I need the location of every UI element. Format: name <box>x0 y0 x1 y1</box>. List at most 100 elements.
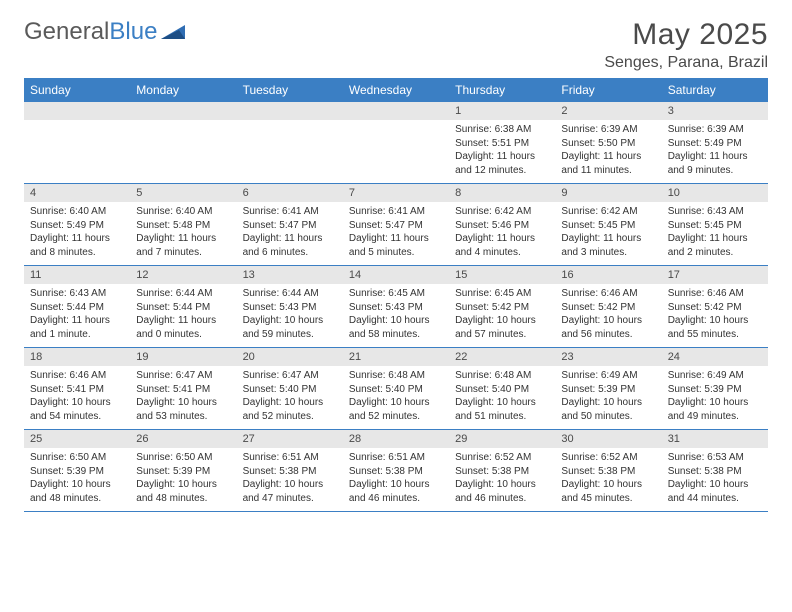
week-row: 25Sunrise: 6:50 AMSunset: 5:39 PMDayligh… <box>24 430 768 512</box>
sunrise-line: Sunrise: 6:46 AM <box>561 287 655 301</box>
day-body: Sunrise: 6:44 AMSunset: 5:43 PMDaylight:… <box>237 284 343 347</box>
day-cell: 8Sunrise: 6:42 AMSunset: 5:46 PMDaylight… <box>449 184 555 266</box>
sunset-line: Sunset: 5:43 PM <box>243 301 337 315</box>
day-number: 22 <box>449 348 555 366</box>
day-body: Sunrise: 6:39 AMSunset: 5:50 PMDaylight:… <box>555 120 661 183</box>
day-body: Sunrise: 6:50 AMSunset: 5:39 PMDaylight:… <box>130 448 236 511</box>
day-number: 20 <box>237 348 343 366</box>
month-title: May 2025 <box>604 18 768 52</box>
day-number: 25 <box>24 430 130 448</box>
sunrise-line: Sunrise: 6:38 AM <box>455 123 549 137</box>
sunset-line: Sunset: 5:46 PM <box>455 219 549 233</box>
day-number: 27 <box>237 430 343 448</box>
daylight-line: Daylight: 10 hours and 47 minutes. <box>243 478 337 505</box>
sunrise-line: Sunrise: 6:39 AM <box>668 123 762 137</box>
day-body: Sunrise: 6:49 AMSunset: 5:39 PMDaylight:… <box>555 366 661 429</box>
sunrise-line: Sunrise: 6:51 AM <box>243 451 337 465</box>
day-number: 6 <box>237 184 343 202</box>
daylight-line: Daylight: 11 hours and 0 minutes. <box>136 314 230 341</box>
sunrise-line: Sunrise: 6:48 AM <box>349 369 443 383</box>
day-cell: 25Sunrise: 6:50 AMSunset: 5:39 PMDayligh… <box>24 430 130 512</box>
sunrise-line: Sunrise: 6:52 AM <box>455 451 549 465</box>
daylight-line: Daylight: 11 hours and 11 minutes. <box>561 150 655 177</box>
logo: GeneralBlue <box>24 18 187 46</box>
sunset-line: Sunset: 5:39 PM <box>30 465 124 479</box>
daylight-line: Daylight: 10 hours and 53 minutes. <box>136 396 230 423</box>
header: GeneralBlue May 2025 Senges, Parana, Bra… <box>24 18 768 72</box>
sunrise-line: Sunrise: 6:49 AM <box>561 369 655 383</box>
sunset-line: Sunset: 5:49 PM <box>668 137 762 151</box>
sunset-line: Sunset: 5:38 PM <box>561 465 655 479</box>
day-body: Sunrise: 6:39 AMSunset: 5:49 PMDaylight:… <box>662 120 768 183</box>
day-body: Sunrise: 6:47 AMSunset: 5:41 PMDaylight:… <box>130 366 236 429</box>
day-body: Sunrise: 6:51 AMSunset: 5:38 PMDaylight:… <box>237 448 343 511</box>
daylight-line: Daylight: 11 hours and 7 minutes. <box>136 232 230 259</box>
day-cell: 4Sunrise: 6:40 AMSunset: 5:49 PMDaylight… <box>24 184 130 266</box>
day-body: Sunrise: 6:47 AMSunset: 5:40 PMDaylight:… <box>237 366 343 429</box>
sunset-line: Sunset: 5:48 PM <box>136 219 230 233</box>
day-body: Sunrise: 6:40 AMSunset: 5:48 PMDaylight:… <box>130 202 236 265</box>
sunrise-line: Sunrise: 6:40 AM <box>30 205 124 219</box>
day-cell <box>24 102 130 184</box>
sunrise-line: Sunrise: 6:41 AM <box>349 205 443 219</box>
sunrise-line: Sunrise: 6:47 AM <box>136 369 230 383</box>
day-number-empty <box>24 102 130 120</box>
day-body-empty <box>237 120 343 178</box>
sunrise-line: Sunrise: 6:40 AM <box>136 205 230 219</box>
daylight-line: Daylight: 11 hours and 8 minutes. <box>30 232 124 259</box>
day-cell: 27Sunrise: 6:51 AMSunset: 5:38 PMDayligh… <box>237 430 343 512</box>
sunrise-line: Sunrise: 6:50 AM <box>136 451 230 465</box>
week-row: 4Sunrise: 6:40 AMSunset: 5:49 PMDaylight… <box>24 184 768 266</box>
sunset-line: Sunset: 5:38 PM <box>243 465 337 479</box>
daylight-line: Daylight: 11 hours and 2 minutes. <box>668 232 762 259</box>
sunrise-line: Sunrise: 6:43 AM <box>30 287 124 301</box>
sunset-line: Sunset: 5:51 PM <box>455 137 549 151</box>
sunset-line: Sunset: 5:41 PM <box>136 383 230 397</box>
daylight-line: Daylight: 10 hours and 56 minutes. <box>561 314 655 341</box>
sunrise-line: Sunrise: 6:42 AM <box>561 205 655 219</box>
daylight-line: Daylight: 10 hours and 46 minutes. <box>349 478 443 505</box>
sunrise-line: Sunrise: 6:52 AM <box>561 451 655 465</box>
daylight-line: Daylight: 10 hours and 45 minutes. <box>561 478 655 505</box>
sunset-line: Sunset: 5:38 PM <box>455 465 549 479</box>
sunrise-line: Sunrise: 6:48 AM <box>455 369 549 383</box>
daylight-line: Daylight: 10 hours and 52 minutes. <box>243 396 337 423</box>
day-cell: 20Sunrise: 6:47 AMSunset: 5:40 PMDayligh… <box>237 348 343 430</box>
day-number: 12 <box>130 266 236 284</box>
day-number: 17 <box>662 266 768 284</box>
sunset-line: Sunset: 5:47 PM <box>349 219 443 233</box>
day-number: 8 <box>449 184 555 202</box>
location-text: Senges, Parana, Brazil <box>604 54 768 72</box>
day-header-cell: Thursday <box>449 78 555 102</box>
day-number: 31 <box>662 430 768 448</box>
day-number: 30 <box>555 430 661 448</box>
day-body: Sunrise: 6:46 AMSunset: 5:42 PMDaylight:… <box>555 284 661 347</box>
daylight-line: Daylight: 10 hours and 55 minutes. <box>668 314 762 341</box>
daylight-line: Daylight: 10 hours and 50 minutes. <box>561 396 655 423</box>
day-cell <box>343 102 449 184</box>
day-body: Sunrise: 6:45 AMSunset: 5:42 PMDaylight:… <box>449 284 555 347</box>
sunset-line: Sunset: 5:43 PM <box>349 301 443 315</box>
sunset-line: Sunset: 5:38 PM <box>349 465 443 479</box>
day-number-empty <box>130 102 236 120</box>
day-number: 18 <box>24 348 130 366</box>
day-body: Sunrise: 6:46 AMSunset: 5:41 PMDaylight:… <box>24 366 130 429</box>
day-number: 11 <box>24 266 130 284</box>
sunset-line: Sunset: 5:39 PM <box>136 465 230 479</box>
daylight-line: Daylight: 11 hours and 9 minutes. <box>668 150 762 177</box>
sunset-line: Sunset: 5:45 PM <box>668 219 762 233</box>
daylight-line: Daylight: 11 hours and 1 minute. <box>30 314 124 341</box>
day-number: 2 <box>555 102 661 120</box>
day-cell <box>130 102 236 184</box>
day-header-cell: Monday <box>130 78 236 102</box>
daylight-line: Daylight: 10 hours and 58 minutes. <box>349 314 443 341</box>
daylight-line: Daylight: 11 hours and 3 minutes. <box>561 232 655 259</box>
daylight-line: Daylight: 10 hours and 51 minutes. <box>455 396 549 423</box>
sunset-line: Sunset: 5:40 PM <box>243 383 337 397</box>
day-body: Sunrise: 6:43 AMSunset: 5:45 PMDaylight:… <box>662 202 768 265</box>
day-body: Sunrise: 6:42 AMSunset: 5:46 PMDaylight:… <box>449 202 555 265</box>
day-cell: 22Sunrise: 6:48 AMSunset: 5:40 PMDayligh… <box>449 348 555 430</box>
day-body: Sunrise: 6:48 AMSunset: 5:40 PMDaylight:… <box>449 366 555 429</box>
sunrise-line: Sunrise: 6:50 AM <box>30 451 124 465</box>
logo-word2: Blue <box>109 18 157 45</box>
